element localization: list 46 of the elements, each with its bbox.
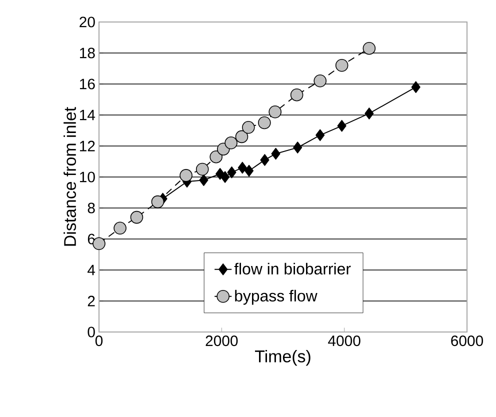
point bbox=[242, 121, 255, 134]
y-tick-label: 14 bbox=[80, 110, 96, 120]
point bbox=[235, 130, 248, 144]
x-tick-label: 0 bbox=[95, 336, 103, 346]
legend-label: bypass flow bbox=[235, 290, 318, 305]
y-tick-label: 4 bbox=[88, 264, 96, 276]
point bbox=[268, 106, 282, 118]
point bbox=[335, 59, 348, 72]
y-tick-label: 12 bbox=[80, 140, 95, 152]
point bbox=[220, 171, 230, 183]
y-tick-label: 16 bbox=[80, 78, 95, 90]
point bbox=[290, 88, 304, 102]
point bbox=[364, 108, 374, 120]
point bbox=[314, 74, 327, 88]
point bbox=[316, 129, 325, 142]
y-tick-label: 20 bbox=[80, 16, 95, 28]
point bbox=[180, 169, 192, 182]
point bbox=[114, 222, 126, 235]
point bbox=[271, 148, 280, 160]
y-axis-title: Distance from inlet bbox=[64, 107, 76, 246]
y-tick-label: 0 bbox=[88, 326, 95, 338]
point bbox=[362, 42, 376, 55]
point bbox=[337, 120, 346, 132]
x-tick-label: 4000 bbox=[328, 336, 360, 346]
point bbox=[130, 210, 144, 224]
y-tick-label: 10 bbox=[80, 172, 95, 182]
legend-label: flow in biobarrier bbox=[234, 262, 351, 275]
point bbox=[210, 150, 222, 164]
point bbox=[196, 162, 209, 176]
point bbox=[411, 81, 420, 93]
point bbox=[92, 237, 106, 250]
point bbox=[199, 174, 208, 186]
y-tick-label: 8 bbox=[88, 202, 95, 214]
point bbox=[227, 166, 236, 178]
x-axis-title: Time(s) bbox=[255, 350, 310, 366]
x-tick-label: 6000 bbox=[451, 336, 484, 346]
y-tick-label: 2 bbox=[88, 296, 95, 306]
x-tick-label: 2000 bbox=[206, 336, 238, 346]
point bbox=[258, 116, 271, 130]
point bbox=[260, 154, 270, 166]
point bbox=[151, 195, 164, 208]
point bbox=[293, 142, 302, 154]
point bbox=[238, 162, 247, 174]
y-tick-label: 18 bbox=[80, 48, 95, 58]
point bbox=[244, 164, 254, 177]
point bbox=[224, 136, 238, 150]
